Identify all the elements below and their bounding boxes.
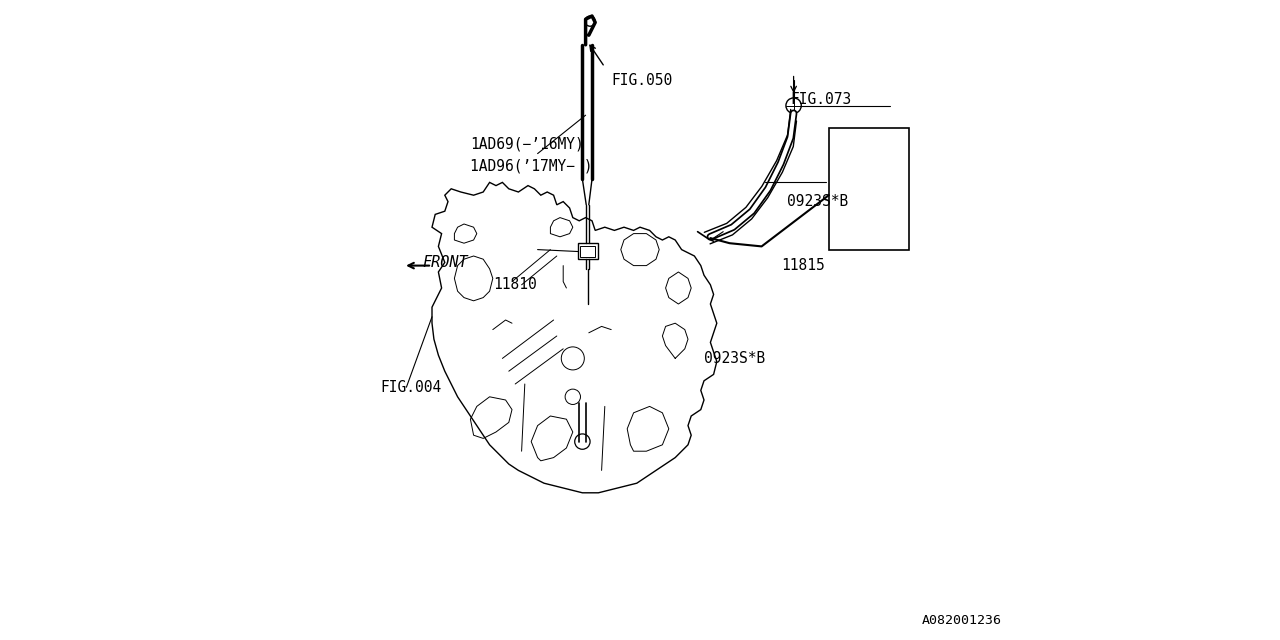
Text: 11815: 11815 [781,258,824,273]
Bar [581,246,595,257]
Text: 1AD69(−’16MY): 1AD69(−’16MY) [471,136,584,152]
Text: A082001236: A082001236 [922,614,1001,627]
Text: FIG.004: FIG.004 [381,380,442,395]
Text: 0923S*B: 0923S*B [787,194,849,209]
Bar [829,128,909,250]
Text: 0923S*B: 0923S*B [704,351,765,366]
Text: FIG.050: FIG.050 [612,72,672,88]
Bar [579,243,599,259]
Text: 11810: 11810 [493,277,536,292]
Text: FRONT: FRONT [422,255,468,270]
Text: FIG.073: FIG.073 [791,92,851,107]
Text: 1AD96(’17MY− ): 1AD96(’17MY− ) [471,159,593,174]
